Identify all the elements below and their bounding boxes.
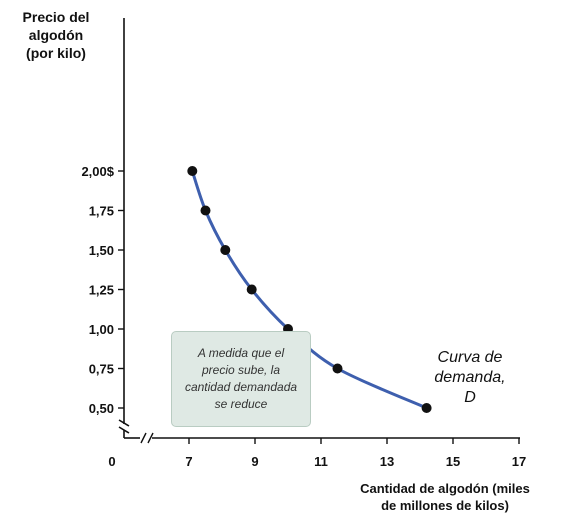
x-tick-label: 17 bbox=[512, 454, 526, 469]
curve-label-line: D bbox=[464, 389, 476, 406]
y-tick-label: 2,00$ bbox=[81, 164, 114, 179]
y-tick-label: 0,50 bbox=[89, 401, 114, 416]
data-point bbox=[187, 166, 198, 176]
data-point bbox=[421, 403, 432, 413]
x-tick-label: 15 bbox=[446, 454, 460, 469]
x-tick-label: 7 bbox=[185, 454, 192, 469]
y-axis-label-line: Precio del bbox=[22, 9, 90, 25]
y-tick-label: 0,75 bbox=[89, 362, 114, 377]
curve-label-line: Curva de bbox=[437, 349, 503, 366]
x-axis-break bbox=[140, 432, 154, 444]
data-point bbox=[246, 284, 257, 295]
x-tick-label: 11 bbox=[314, 454, 328, 469]
curve-label: Curva de demanda, D bbox=[420, 348, 520, 408]
y-axis-label-line: algodón bbox=[28, 27, 84, 43]
x-origin-label: 0 bbox=[108, 454, 115, 469]
ticks: 0,50 0,75 1,00 1,25 1,50 1,75 2,00$ 7 9 11 13 15 17 0 bbox=[81, 164, 526, 469]
y-tick-label: 1,50 bbox=[89, 243, 114, 258]
y-axis-label: Precio del algodón (por kilo) bbox=[6, 8, 106, 62]
y-tick-label: 1,25 bbox=[89, 283, 114, 298]
x-tick-label: 13 bbox=[380, 454, 394, 469]
axes bbox=[118, 18, 520, 444]
x-tick-label: 9 bbox=[251, 454, 258, 469]
x-axis-label-line: de millones de kilos) bbox=[381, 498, 509, 513]
y-tick-label: 1,00 bbox=[89, 322, 114, 337]
x-axis-label: Cantidad de algodón (miles de millones d… bbox=[330, 480, 560, 514]
y-tick-label: 1,75 bbox=[89, 204, 114, 219]
data-point bbox=[220, 245, 231, 255]
annotation-note: A medida que el precio sube, la cantidad… bbox=[171, 331, 311, 427]
annotation-note-text: A medida que el precio sube, la cantidad… bbox=[184, 346, 298, 411]
data-point bbox=[332, 363, 343, 374]
curve-label-line: demanda, bbox=[434, 369, 506, 386]
y-axis-label-line: (por kilo) bbox=[26, 45, 86, 61]
data-point bbox=[200, 205, 211, 216]
x-axis-label-line: Cantidad de algodón (miles bbox=[360, 481, 530, 496]
